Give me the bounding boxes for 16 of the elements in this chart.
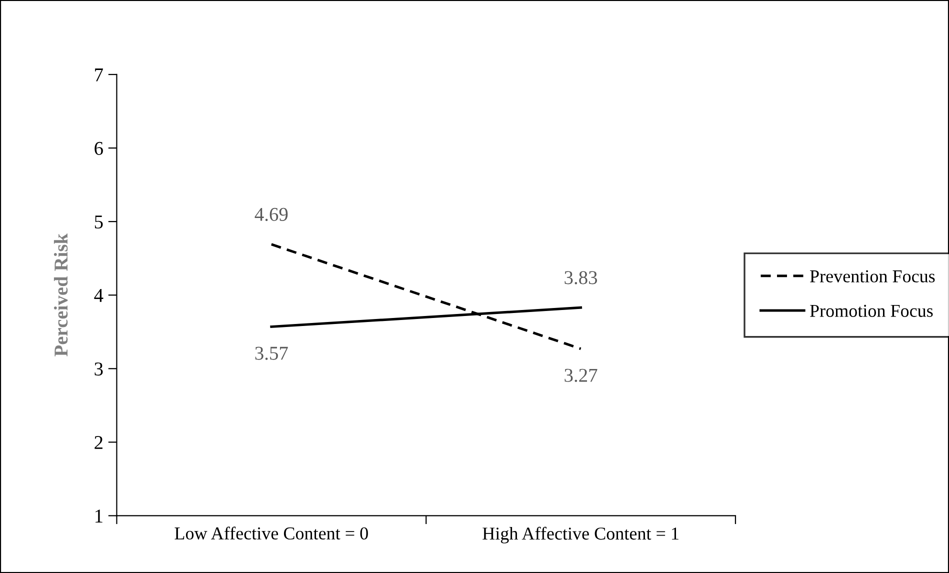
- y-tick-label: 5: [94, 216, 103, 228]
- data-label: 3.57: [255, 346, 288, 360]
- legend-label: Prevention Focus: [810, 270, 935, 282]
- y-axis-title: Perceived Risk: [54, 233, 68, 356]
- y-tick-label: 1: [96, 510, 102, 522]
- data-label: 4.69: [254, 208, 288, 222]
- data-label: 3.27: [564, 368, 598, 382]
- y-tick-label: 7: [95, 68, 103, 82]
- x-tick-label: High Affective Content = 1: [482, 526, 678, 544]
- y-tick-label: 3: [94, 362, 103, 376]
- y-tick-label: 2: [94, 436, 102, 449]
- legend-label: Promotion Focus: [810, 304, 933, 317]
- y-tick-label: 6: [94, 142, 103, 155]
- y-tick-label: 4: [94, 289, 104, 302]
- x-tick-label: Low Affective Content = 0: [174, 526, 368, 540]
- data-label: 3.83: [564, 271, 598, 284]
